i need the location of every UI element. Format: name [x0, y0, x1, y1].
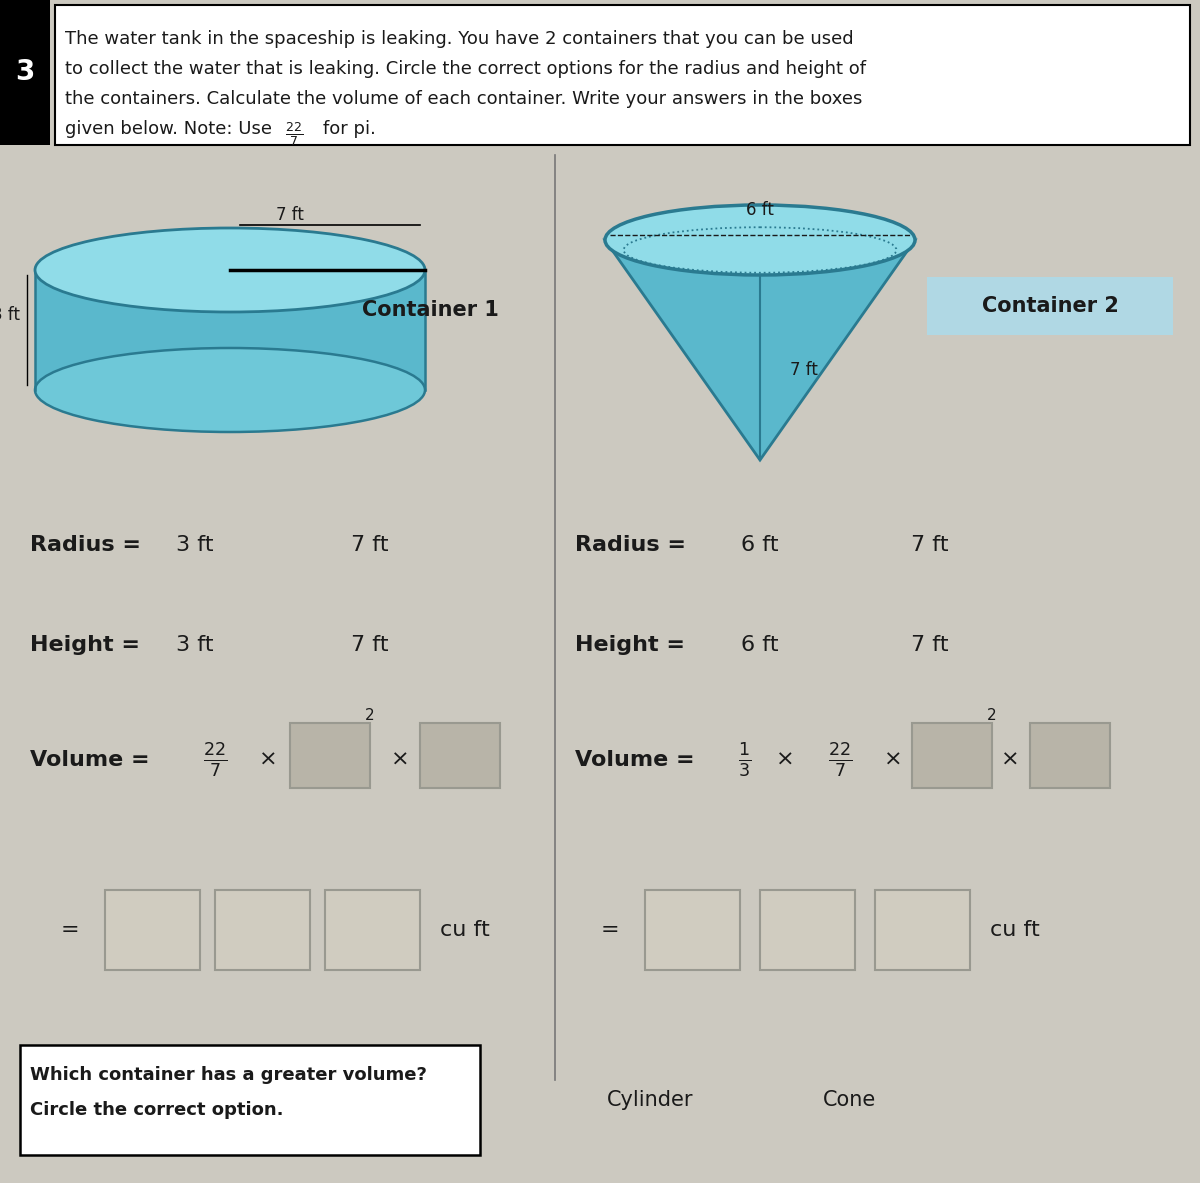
Text: ×: × — [775, 750, 794, 770]
Text: =: = — [61, 920, 79, 940]
Text: 7 ft: 7 ft — [911, 635, 949, 655]
FancyBboxPatch shape — [215, 890, 310, 970]
Text: ×: × — [883, 750, 902, 770]
Text: for pi.: for pi. — [323, 119, 376, 138]
Text: Which container has a greater volume?: Which container has a greater volume? — [30, 1066, 427, 1084]
Text: $\frac{22}{7}$: $\frac{22}{7}$ — [286, 119, 304, 148]
Text: $\frac{1}{3}$: $\frac{1}{3}$ — [738, 741, 751, 778]
Text: 3 ft: 3 ft — [176, 535, 214, 555]
Text: $\frac{22}{7}$: $\frac{22}{7}$ — [828, 741, 852, 778]
FancyBboxPatch shape — [0, 0, 50, 146]
Text: 3: 3 — [16, 58, 35, 86]
Text: given below. Note: Use: given below. Note: Use — [65, 119, 272, 138]
Text: Cylinder: Cylinder — [607, 1090, 694, 1110]
FancyBboxPatch shape — [55, 5, 1190, 146]
Polygon shape — [35, 270, 425, 390]
Text: cu ft: cu ft — [440, 920, 490, 940]
Text: 7 ft: 7 ft — [911, 535, 949, 555]
Text: Height =: Height = — [575, 635, 685, 655]
FancyBboxPatch shape — [420, 723, 500, 788]
Polygon shape — [605, 240, 916, 460]
Text: Container 2: Container 2 — [982, 296, 1118, 316]
Ellipse shape — [605, 205, 916, 274]
Ellipse shape — [35, 348, 425, 432]
Text: 7 ft: 7 ft — [352, 535, 389, 555]
Text: ×: × — [391, 750, 409, 770]
Text: Volume =: Volume = — [575, 750, 695, 770]
FancyBboxPatch shape — [290, 723, 370, 788]
Text: =: = — [601, 920, 619, 940]
Text: 3 ft: 3 ft — [0, 306, 20, 324]
Text: 7 ft: 7 ft — [276, 206, 304, 224]
Text: Radius =: Radius = — [575, 535, 686, 555]
Text: 2: 2 — [988, 707, 997, 723]
Text: to collect the water that is leaking. Circle the correct options for the radius : to collect the water that is leaking. Ci… — [65, 60, 866, 78]
FancyBboxPatch shape — [928, 277, 1174, 335]
Text: Radius =: Radius = — [30, 535, 142, 555]
Text: 3 ft: 3 ft — [176, 635, 214, 655]
FancyBboxPatch shape — [646, 890, 740, 970]
Text: 7 ft: 7 ft — [790, 361, 818, 379]
FancyBboxPatch shape — [106, 890, 200, 970]
Text: 6 ft: 6 ft — [742, 535, 779, 555]
Text: cu ft: cu ft — [990, 920, 1039, 940]
Text: 6 ft: 6 ft — [746, 201, 774, 219]
Text: 2: 2 — [365, 707, 374, 723]
FancyBboxPatch shape — [912, 723, 992, 788]
FancyBboxPatch shape — [875, 890, 970, 970]
Text: $\frac{22}{7}$: $\frac{22}{7}$ — [203, 741, 227, 778]
Text: The water tank in the spaceship is leaking. You have 2 containers that you can b: The water tank in the spaceship is leaki… — [65, 30, 853, 49]
Text: Circle the correct option.: Circle the correct option. — [30, 1101, 283, 1119]
FancyBboxPatch shape — [20, 1045, 480, 1155]
Text: Height =: Height = — [30, 635, 140, 655]
Text: ×: × — [1001, 750, 1019, 770]
FancyBboxPatch shape — [1030, 723, 1110, 788]
FancyBboxPatch shape — [760, 890, 854, 970]
FancyBboxPatch shape — [325, 890, 420, 970]
Text: the containers. Calculate the volume of each container. Write your answers in th: the containers. Calculate the volume of … — [65, 90, 863, 108]
Text: Volume =: Volume = — [30, 750, 150, 770]
Text: Cone: Cone — [823, 1090, 877, 1110]
Text: ×: × — [259, 750, 277, 770]
Ellipse shape — [35, 228, 425, 312]
Text: 6 ft: 6 ft — [742, 635, 779, 655]
Text: Container 1: Container 1 — [361, 300, 498, 319]
Text: 7 ft: 7 ft — [352, 635, 389, 655]
